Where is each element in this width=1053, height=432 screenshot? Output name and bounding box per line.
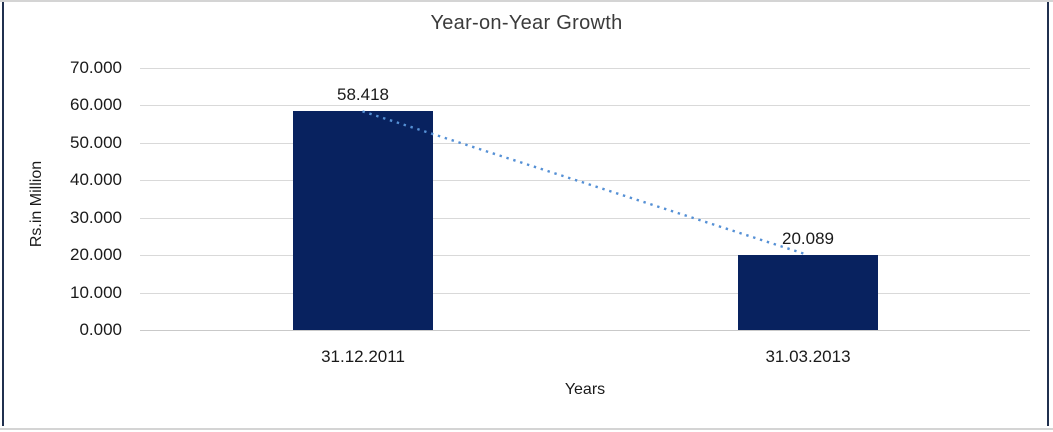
gridline — [140, 105, 1030, 106]
gridline — [140, 68, 1030, 69]
plot-area — [140, 68, 1030, 331]
y-tick-label: 60.000 — [70, 95, 122, 114]
frame-right-border — [1047, 2, 1049, 426]
gridline — [140, 330, 1030, 331]
gridline — [140, 180, 1030, 181]
y-tick-label: 70.000 — [70, 58, 122, 77]
gridline — [140, 143, 1030, 144]
gridline — [140, 255, 1030, 256]
x-axis-title: Years — [564, 381, 606, 398]
gridline — [140, 218, 1030, 219]
gridline — [140, 293, 1030, 294]
y-tick-label: 0.000 — [79, 320, 122, 339]
bar-31.12.2011 — [293, 111, 433, 330]
y-tick-label: 50.000 — [70, 133, 122, 152]
frame-left-border — [2, 2, 4, 426]
frame-bottom-border — [0, 428, 1053, 430]
chart-title: Year-on-Year Growth — [430, 12, 623, 34]
x-category-label: 31.03.2013 — [765, 347, 851, 366]
frame-top-border — [0, 0, 1053, 2]
y-tick-label: 20.000 — [70, 245, 122, 264]
y-tick-label: 10.000 — [70, 283, 122, 302]
y-tick-label: 40.000 — [70, 170, 122, 189]
y-tick-label: 30.000 — [70, 208, 122, 227]
bar-31.03.2013 — [738, 255, 878, 330]
x-category-label: 31.12.2011 — [321, 347, 405, 366]
bar-value-label: 20.089 — [782, 229, 834, 248]
trendline — [362, 110, 808, 256]
bar-value-label: 58.418 — [337, 85, 389, 104]
